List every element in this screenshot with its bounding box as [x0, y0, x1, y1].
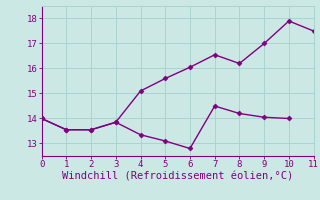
- X-axis label: Windchill (Refroidissement éolien,°C): Windchill (Refroidissement éolien,°C): [62, 172, 293, 182]
